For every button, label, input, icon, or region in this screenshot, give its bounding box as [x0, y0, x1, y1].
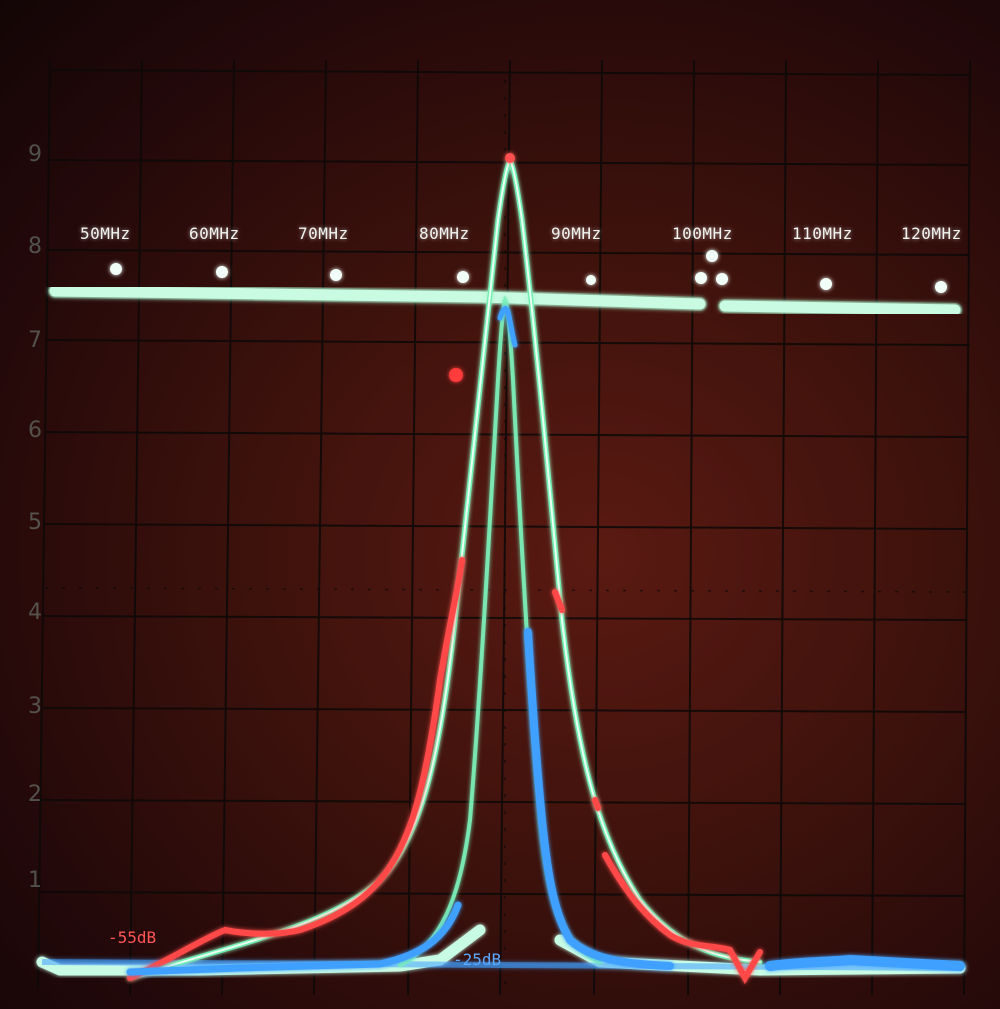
graticule-number-5: 5 [28, 510, 42, 535]
graticule-grid [37, 59, 971, 996]
graticule-number-6: 6 [28, 418, 42, 443]
freq-label-80mhz: 80MHz [419, 224, 470, 243]
freq-label-50mhz: 50MHz [80, 224, 131, 243]
marker-dot-50mhz [110, 263, 122, 275]
freq-label-100mhz: 100MHz [672, 224, 733, 243]
graticule-number-1: 1 [28, 868, 42, 893]
marker-dot-100mhz-c [716, 273, 728, 285]
blue-trace-label: -25dB [453, 950, 502, 969]
graticule-center-ticks [44, 80, 969, 990]
graticule-number-2: 2 [28, 782, 42, 807]
graticule-number-9: 9 [28, 142, 42, 167]
freq-label-60mhz: 60MHz [189, 224, 240, 243]
marker-baseline [48, 284, 962, 317]
red-trace-label: -55dB [108, 928, 157, 947]
freq-label-70mhz: 70MHz [298, 224, 349, 243]
marker-dot-70mhz [330, 269, 342, 281]
green-inner-trace [398, 295, 602, 967]
freq-label-90mhz: 90MHz [551, 224, 602, 243]
marker-dot-120mhz [935, 281, 947, 293]
marker-dot-100mhz-b [695, 272, 707, 284]
marker-dot-100mhz-a [706, 250, 718, 262]
marker-dot-110mhz [820, 278, 832, 290]
frequency-marker-dots [110, 250, 947, 293]
blue-response-trace [126, 306, 965, 976]
freq-label-120mhz: 120MHz [901, 224, 962, 243]
graticule-number-8: 8 [28, 234, 42, 259]
graticule-number-4: 4 [28, 600, 42, 625]
marker-dot-80mhz [457, 271, 469, 283]
red-response-trace [127, 153, 763, 985]
graticule-number-3: 3 [28, 694, 42, 719]
graticule-number-7: 7 [28, 328, 42, 353]
marker-dot-90mhz [586, 275, 596, 285]
freq-label-110mhz: 110MHz [792, 224, 853, 243]
marker-dot-60mhz [216, 266, 228, 278]
